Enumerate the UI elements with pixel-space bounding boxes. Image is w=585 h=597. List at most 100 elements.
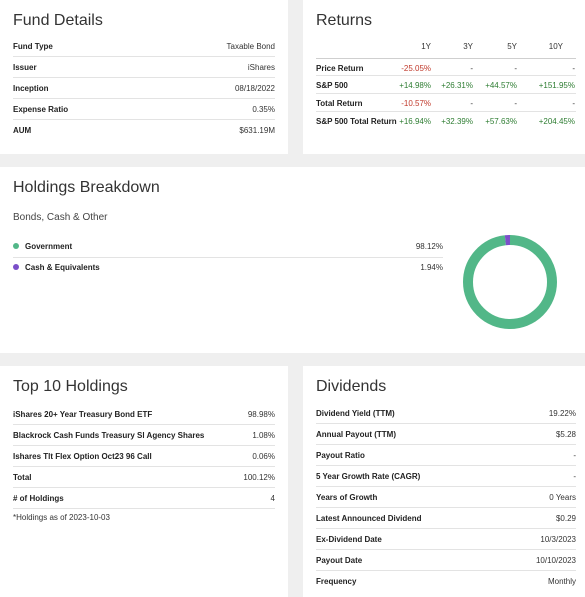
fund-detail-label: AUM xyxy=(13,126,32,135)
returns-cell: - xyxy=(514,99,517,108)
dividend-label: Years of Growth xyxy=(316,493,378,502)
dividend-value: $0.29 xyxy=(555,514,576,523)
dividend-label: Payout Ratio xyxy=(316,451,365,460)
returns-row-label: S&P 500 xyxy=(316,81,348,90)
returns-col-5y: 5Y xyxy=(507,42,517,51)
legend-dot-government xyxy=(13,243,19,249)
donut-slice-cash xyxy=(463,235,557,329)
fund-details-card: Fund Details Fund Type Taxable Bond Issu… xyxy=(0,0,288,154)
dividend-row: Payout Ratio - xyxy=(316,445,576,466)
dividend-row: Annual Payout (TTM) $5.28 xyxy=(316,424,576,445)
dividend-row: Ex-Dividend Date 10/3/2023 xyxy=(316,529,576,550)
returns-col-3y: 3Y xyxy=(463,42,473,51)
dividend-label: 5 Year Growth Rate (CAGR) xyxy=(316,472,421,481)
legend-dot-cash xyxy=(13,264,19,270)
returns-cell: +44.57% xyxy=(485,81,517,90)
holding-name: Total xyxy=(13,473,32,482)
fund-detail-label: Expense Ratio xyxy=(13,105,69,114)
fund-detail-label: Inception xyxy=(13,84,49,93)
returns-cell: +151.95% xyxy=(538,81,575,90)
fund-detail-row: Expense Ratio 0.35% xyxy=(13,99,275,120)
dividend-row: Latest Announced Dividend $0.29 xyxy=(316,508,576,529)
dividend-label: Latest Announced Dividend xyxy=(316,514,422,523)
returns-row: Total Return -10.57% - - - xyxy=(316,94,576,112)
holding-name: iShares 20+ Year Treasury Bond ETF xyxy=(13,410,153,419)
fund-detail-value: Taxable Bond xyxy=(226,42,275,51)
holding-name: Blackrock Cash Funds Treasury Sl Agency … xyxy=(13,431,205,440)
returns-card xyxy=(303,0,585,154)
dividend-row: Frequency Monthly xyxy=(316,571,576,592)
dividends-title: Dividends xyxy=(316,378,387,395)
top10-card: Top 10 Holdings iShares 20+ Year Treasur… xyxy=(0,366,288,597)
dividend-row: Years of Growth 0 Years xyxy=(316,487,576,508)
holding-name: # of Holdings xyxy=(13,494,64,503)
returns-row-label: Price Return xyxy=(316,64,364,73)
fund-detail-value: 08/18/2022 xyxy=(234,84,275,93)
fund-detail-label: Issuer xyxy=(13,63,37,72)
returns-col-1y: 1Y xyxy=(421,42,431,51)
legend-row-cash: Cash & Equivalents 1.94% xyxy=(13,258,443,279)
legend-label: Cash & Equivalents xyxy=(25,263,100,272)
fund-details-title: Fund Details xyxy=(13,12,103,29)
holding-weight: 4 xyxy=(270,494,275,503)
legend-value: 98.12% xyxy=(415,242,443,251)
dividend-value: Monthly xyxy=(547,577,576,586)
returns-cell: - xyxy=(572,99,575,108)
returns-col-10y: 10Y xyxy=(548,42,563,51)
returns-cell: +204.45% xyxy=(538,117,575,126)
holding-weight: 98.98% xyxy=(247,410,275,419)
dividend-value: $5.28 xyxy=(555,430,576,439)
fund-detail-row: Fund Type Taxable Bond xyxy=(13,36,275,57)
dividend-row: Payout Date 10/10/2023 xyxy=(316,550,576,571)
fund-detail-row: AUM $631.19M xyxy=(13,120,275,141)
donut-slice-government xyxy=(463,235,557,329)
dividend-value: - xyxy=(573,451,576,460)
holding-weight: 1.08% xyxy=(252,431,275,440)
top10-row: # of Holdings 4 xyxy=(13,488,275,509)
legend-label: Government xyxy=(25,242,73,251)
returns-cell: +16.94% xyxy=(399,117,431,126)
returns-row-label: S&P 500 Total Return xyxy=(316,117,397,126)
dividend-value: 10/10/2023 xyxy=(535,556,576,565)
holding-weight: 100.12% xyxy=(243,473,275,482)
dividend-label: Payout Date xyxy=(316,556,363,565)
dividend-value: 0 Years xyxy=(549,493,576,502)
returns-cell: +57.63% xyxy=(485,117,517,126)
dividend-label: Frequency xyxy=(316,577,357,586)
returns-cell: - xyxy=(572,64,575,73)
dividend-value: 19.22% xyxy=(548,409,576,418)
holding-name: Ishares Tlt Flex Option Oct23 96 Call xyxy=(13,452,152,461)
dividend-label: Annual Payout (TTM) xyxy=(316,430,396,439)
returns-row: Price Return -25.05% - - - xyxy=(316,58,576,76)
fund-detail-value: $631.19M xyxy=(239,126,275,135)
fund-detail-row: Issuer iShares xyxy=(13,57,275,78)
returns-cell: -25.05% xyxy=(401,64,431,73)
fund-detail-value: 0.35% xyxy=(252,105,275,114)
holding-weight: 0.06% xyxy=(252,452,275,461)
dividend-value: 10/3/2023 xyxy=(540,535,576,544)
returns-row: S&P 500 Total Return +16.94% +32.39% +57… xyxy=(316,112,576,130)
legend-row-government: Government 98.12% xyxy=(13,237,443,258)
returns-row-label: Total Return xyxy=(316,99,363,108)
returns-cell: - xyxy=(514,64,517,73)
dividend-value: - xyxy=(573,472,576,481)
legend-value: 1.94% xyxy=(420,263,443,272)
dividend-row: Dividend Yield (TTM) 19.22% xyxy=(316,403,576,424)
dividend-label: Dividend Yield (TTM) xyxy=(316,409,395,418)
returns-cell: - xyxy=(470,64,473,73)
holdings-as-of-note: *Holdings as of 2023-10-03 xyxy=(13,513,110,522)
top10-row: Total 100.12% xyxy=(13,467,275,488)
dividends-card: Dividends Dividend Yield (TTM) 19.22% An… xyxy=(303,366,585,597)
returns-cell: +32.39% xyxy=(441,117,473,126)
top10-row: Blackrock Cash Funds Treasury Sl Agency … xyxy=(13,425,275,446)
holdings-breakdown-card: Holdings Breakdown Bonds, Cash & Other G… xyxy=(0,167,585,353)
dividend-row: 5 Year Growth Rate (CAGR) - xyxy=(316,466,576,487)
returns-cell: +14.98% xyxy=(399,81,431,90)
top10-row: iShares 20+ Year Treasury Bond ETF 98.98… xyxy=(13,404,275,425)
fund-detail-label: Fund Type xyxy=(13,42,53,51)
returns-row: S&P 500 +14.98% +26.31% +44.57% +151.95% xyxy=(316,76,576,94)
fund-detail-row: Inception 08/18/2022 xyxy=(13,78,275,99)
dividend-label: Ex-Dividend Date xyxy=(316,535,382,544)
returns-cell: - xyxy=(470,99,473,108)
top10-row: Ishares Tlt Flex Option Oct23 96 Call 0.… xyxy=(13,446,275,467)
